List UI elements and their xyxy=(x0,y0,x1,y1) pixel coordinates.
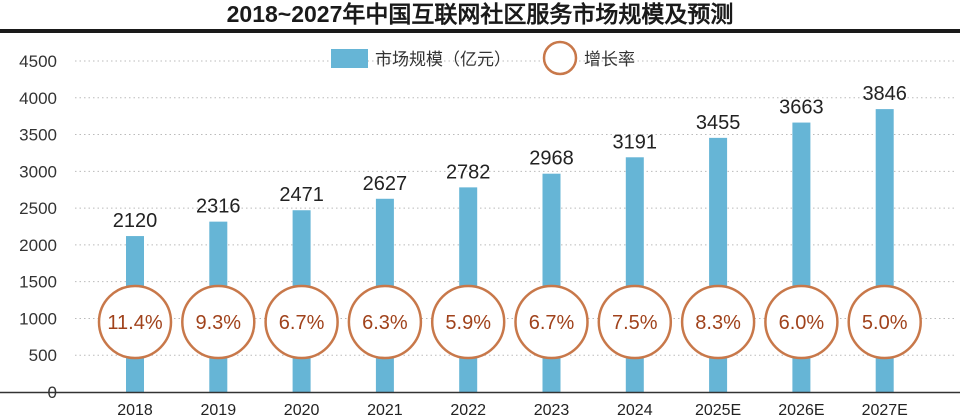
bar-value-label: 2627 xyxy=(363,173,408,195)
growth-rate-label: 7.5% xyxy=(612,312,658,334)
y-tick-label: 1000 xyxy=(19,309,57,328)
x-tick-label: 2022 xyxy=(450,402,486,419)
x-tick-label: 2018 xyxy=(117,402,153,419)
growth-rate-circle xyxy=(847,284,922,360)
y-tick-label: 3500 xyxy=(19,126,57,145)
growth-rate-circle xyxy=(680,284,756,360)
x-tick-label: 2019 xyxy=(201,402,237,419)
y-tick-label: 3000 xyxy=(19,162,57,181)
growth-rate-label: 6.7% xyxy=(529,312,575,334)
x-tick-label: 2021 xyxy=(367,402,403,419)
bar xyxy=(542,173,561,392)
x-tick-label: 2023 xyxy=(534,402,570,419)
title-rule xyxy=(0,29,960,33)
chart-title: 2018~2027年中国互联网社区服务市场规模及预测 xyxy=(227,1,734,27)
growth-rate-label: 6.0% xyxy=(779,312,825,334)
growth-rate-label: 6.7% xyxy=(279,312,325,334)
growth-rate-label: 5.9% xyxy=(445,312,491,334)
bar-value-label: 2968 xyxy=(529,148,574,170)
x-tick-label: 2026E xyxy=(778,402,824,419)
bar-value-label: 3191 xyxy=(613,131,658,153)
growth-rate-circle xyxy=(764,284,839,360)
growth-rate-label: 8.3% xyxy=(695,312,741,334)
y-tick-label: 4000 xyxy=(19,89,57,108)
bar-value-label: 3663 xyxy=(779,97,824,119)
growth-rate-circle xyxy=(514,284,589,360)
y-tick-label: 4500 xyxy=(19,52,57,71)
bar-value-label: 2316 xyxy=(196,196,241,218)
bar-value-label: 2782 xyxy=(446,161,491,183)
growth-rate-circle xyxy=(430,284,506,360)
y-tick-label: 2000 xyxy=(19,236,57,255)
legend: 市场规模（亿元） 增长率 xyxy=(331,40,635,76)
x-tick-label: 2025E xyxy=(695,402,741,419)
bar-value-label: 3846 xyxy=(862,83,907,105)
growth-rate-circle xyxy=(597,284,673,360)
y-tick-label: 1500 xyxy=(19,273,57,292)
legend-label-market-size: 市场规模（亿元） xyxy=(375,50,511,69)
growth-rate-circle xyxy=(97,284,173,360)
bar-value-label: 2471 xyxy=(279,184,324,206)
legend-label-growth-rate: 增长率 xyxy=(584,50,635,69)
bar-value-label: 3455 xyxy=(696,112,741,134)
growth-rate-circle xyxy=(181,284,256,360)
growth-rate-label: 11.4% xyxy=(107,312,162,334)
growth-rate-label: 9.3% xyxy=(196,312,242,334)
x-tick-label: 2027E xyxy=(862,402,908,419)
x-tick-label: 2024 xyxy=(617,402,653,419)
growth-rate-label: 6.3% xyxy=(362,312,408,334)
growth-rate-label: 5.0% xyxy=(862,312,908,334)
legend-swatch-growth-rate xyxy=(542,40,578,76)
x-tick-label: 2020 xyxy=(284,402,320,419)
y-tick-label: 500 xyxy=(29,346,57,365)
growth-rate-circle xyxy=(264,284,339,360)
growth-rate-circle xyxy=(347,284,423,360)
y-tick-label: 2500 xyxy=(19,199,57,218)
legend-swatch-market-size xyxy=(331,49,368,68)
bar-value-label: 2120 xyxy=(113,210,158,232)
